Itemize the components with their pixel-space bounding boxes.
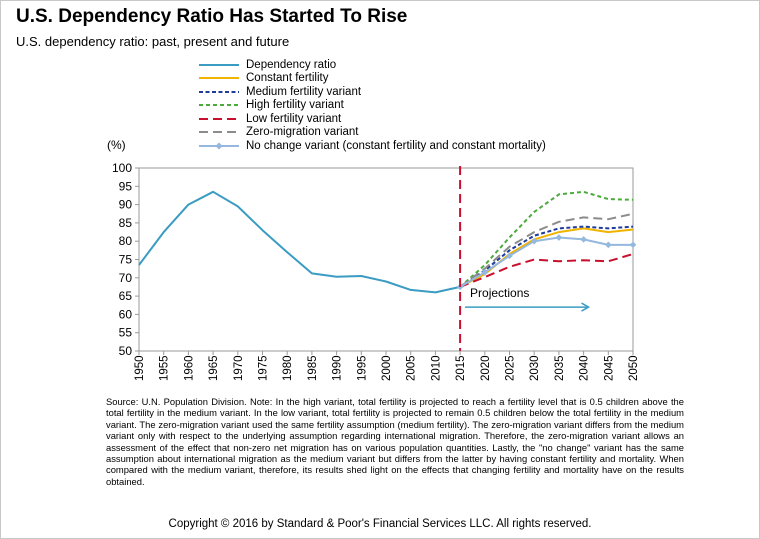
source-note: Source: U.N. Population Division. Note: … xyxy=(106,396,684,487)
y-tick-label: 100 xyxy=(112,161,132,175)
y-tick-label: 90 xyxy=(119,198,133,212)
y-tick-label: 95 xyxy=(119,179,133,193)
x-tick-label: 1995 xyxy=(356,355,368,381)
legend-swatch xyxy=(199,90,239,93)
line-chart: 50 55 60 65 70 75 80 85 90 95 100 1950 1955 1960 1965 1… xyxy=(112,161,640,381)
x-tick-label: 1975 xyxy=(258,355,270,381)
x-tick-label: 2015 xyxy=(455,355,467,381)
x-tick-label: 2020 xyxy=(480,355,492,381)
legend: Dependency ratio Constant fertility Medium… xyxy=(198,58,546,153)
series-line-0 xyxy=(138,190,461,294)
x-tick-label: 1970 xyxy=(233,355,245,381)
legend-item: Medium fertility variant xyxy=(198,85,546,99)
series-line-6 xyxy=(459,236,633,288)
legend-label: Medium fertility variant xyxy=(246,85,362,98)
series-marker-6 xyxy=(506,252,513,260)
legend-item: Low fertility variant xyxy=(198,112,546,126)
chart-title: U.S. Dependency Ratio Has Started To Ris… xyxy=(16,6,408,27)
x-tick-label: 1955 xyxy=(159,355,171,381)
chart-subtitle: U.S. dependency ratio: past, present and… xyxy=(16,34,290,49)
legend-label: Zero-migration variant xyxy=(246,126,359,139)
series-marker-6 xyxy=(530,237,538,245)
legend-swatch xyxy=(199,142,239,150)
x-tick-label: 1965 xyxy=(208,355,220,381)
series-marker-6 xyxy=(580,236,587,243)
legend-item: High fertility variant xyxy=(198,99,546,113)
series-line-2 xyxy=(459,225,634,288)
projections-label: Projections xyxy=(470,286,529,300)
x-tick-label: 2000 xyxy=(381,355,393,381)
series-line-3 xyxy=(459,190,634,288)
legend-label: Low fertility variant xyxy=(246,112,342,125)
legend-item: Constant fertility xyxy=(198,72,546,86)
series-line-5 xyxy=(459,212,634,288)
y-tick-label: 85 xyxy=(119,216,133,230)
x-tick-label: 2040 xyxy=(579,355,591,381)
series-marker-6 xyxy=(605,241,612,249)
legend-item: Dependency ratio xyxy=(198,58,546,72)
x-tick-label: 2035 xyxy=(554,355,566,381)
legend-label: High fertility variant xyxy=(246,99,344,112)
series-line-1 xyxy=(459,227,634,288)
copyright: Copyright © 2016 by Standard & Poor's Fi… xyxy=(168,518,592,530)
series-marker-6 xyxy=(555,234,563,241)
x-tick-label: 1980 xyxy=(282,355,294,381)
x-tick-label: 2030 xyxy=(529,355,541,381)
legend-label: No change variant (constant fertility an… xyxy=(246,139,546,152)
x-tick-label: 1960 xyxy=(183,355,195,381)
legend-swatch xyxy=(199,63,239,66)
legend-swatch xyxy=(199,117,239,120)
y-axis-unit: (%) xyxy=(107,138,126,152)
x-tick-label: 2005 xyxy=(406,355,418,381)
x-tick-label: 2045 xyxy=(603,355,615,381)
legend-swatch xyxy=(199,131,239,134)
series-marker-6 xyxy=(629,241,637,249)
y-tick-label: 80 xyxy=(119,234,133,248)
x-tick-label: 2050 xyxy=(628,355,640,381)
x-tick-label: 2010 xyxy=(430,355,442,381)
x-tick-label: 1950 xyxy=(134,355,146,381)
series-line-4 xyxy=(459,253,634,288)
x-tick-label: 2025 xyxy=(505,355,517,381)
legend-swatch xyxy=(199,77,239,80)
x-tick-label: 1985 xyxy=(307,355,319,381)
y-tick-label: 65 xyxy=(119,289,133,303)
legend-label: Constant fertility xyxy=(246,72,329,85)
legend-item: No change variant (constant fertility an… xyxy=(198,139,546,153)
y-tick-label: 60 xyxy=(119,307,133,321)
x-tick-label: 1990 xyxy=(332,355,344,381)
legend-item: Zero-migration variant xyxy=(198,126,546,140)
y-tick-label: 70 xyxy=(119,271,133,285)
y-tick-label: 55 xyxy=(119,326,133,340)
legend-label: Dependency ratio xyxy=(246,58,337,71)
y-tick-label: 75 xyxy=(119,253,133,267)
y-tick-label: 50 xyxy=(119,344,133,358)
series-marker-6 xyxy=(481,269,489,276)
projections-arrow-head xyxy=(581,302,591,312)
